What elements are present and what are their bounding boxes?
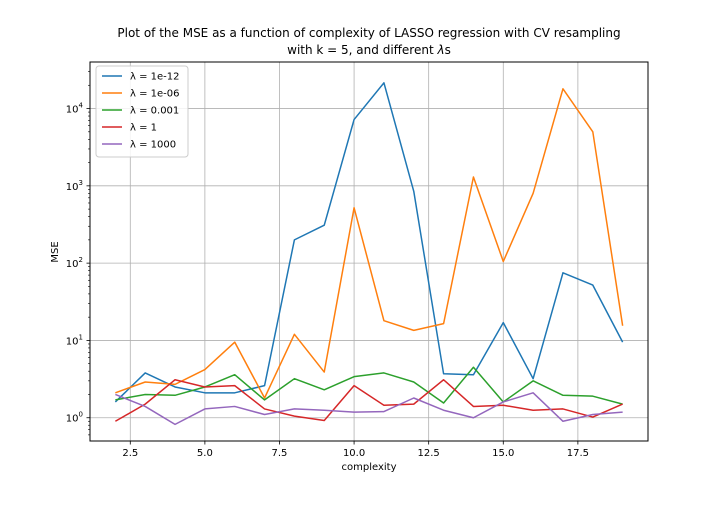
plot-area-frame: [89, 61, 649, 442]
y-tick-label: 103: [66, 179, 83, 193]
legend-entry-label: λ = 1e-12: [130, 72, 180, 83]
y-tick-label: 102: [66, 256, 83, 270]
x-tick-label: 12.5: [418, 448, 440, 459]
x-tick-label: 17.5: [567, 448, 589, 459]
series-line-1: [114, 82, 624, 403]
y-axis-ticks: 100 101 102 103 104: [66, 71, 90, 436]
legend-box: [95, 65, 189, 158]
y-tick-label: 104: [66, 102, 84, 116]
series-line-5: [115, 392, 623, 426]
series-lines: [114, 82, 624, 426]
x-tick-label: 7.5: [272, 448, 288, 459]
y-axis-label: MSE: [50, 241, 61, 262]
x-tick-label: 10.0: [343, 448, 365, 459]
chart-title-line1: Plot of the MSE as a function of complex…: [117, 26, 620, 40]
legend-entry-label: λ = 1e-06: [130, 89, 180, 100]
chart-title-line2-suffix: s: [445, 43, 451, 57]
chart-title-line2: with k = 5, and different λs: [287, 43, 451, 57]
legend: λ = 1e-12 λ = 1e-06 λ = 0.001 λ = 1 λ = 1000: [95, 65, 189, 158]
series-line-3: [115, 366, 623, 405]
legend-entry-label: λ = 1000: [130, 140, 176, 151]
x-axis-ticks: 2.5 5.0 7.5 10.0 12.5 15.0 17.5: [122, 441, 589, 459]
series-line-2: [115, 88, 624, 399]
y-tick-label: 101: [66, 333, 83, 347]
x-axis-label: complexity: [342, 462, 397, 473]
x-tick-label: 5.0: [197, 448, 213, 459]
legend-entry-label: λ = 0.001: [130, 106, 179, 117]
legend-entry-label: λ = 1: [130, 123, 157, 134]
chart-title-lambda-symbol: λ: [436, 43, 444, 57]
x-tick-label: 2.5: [122, 448, 138, 459]
x-tick-label: 15.0: [492, 448, 514, 459]
chart-title-line2-prefix: with k = 5, and different: [287, 43, 437, 57]
y-tick-label: 100: [66, 411, 83, 425]
series-line-4: [114, 379, 623, 422]
